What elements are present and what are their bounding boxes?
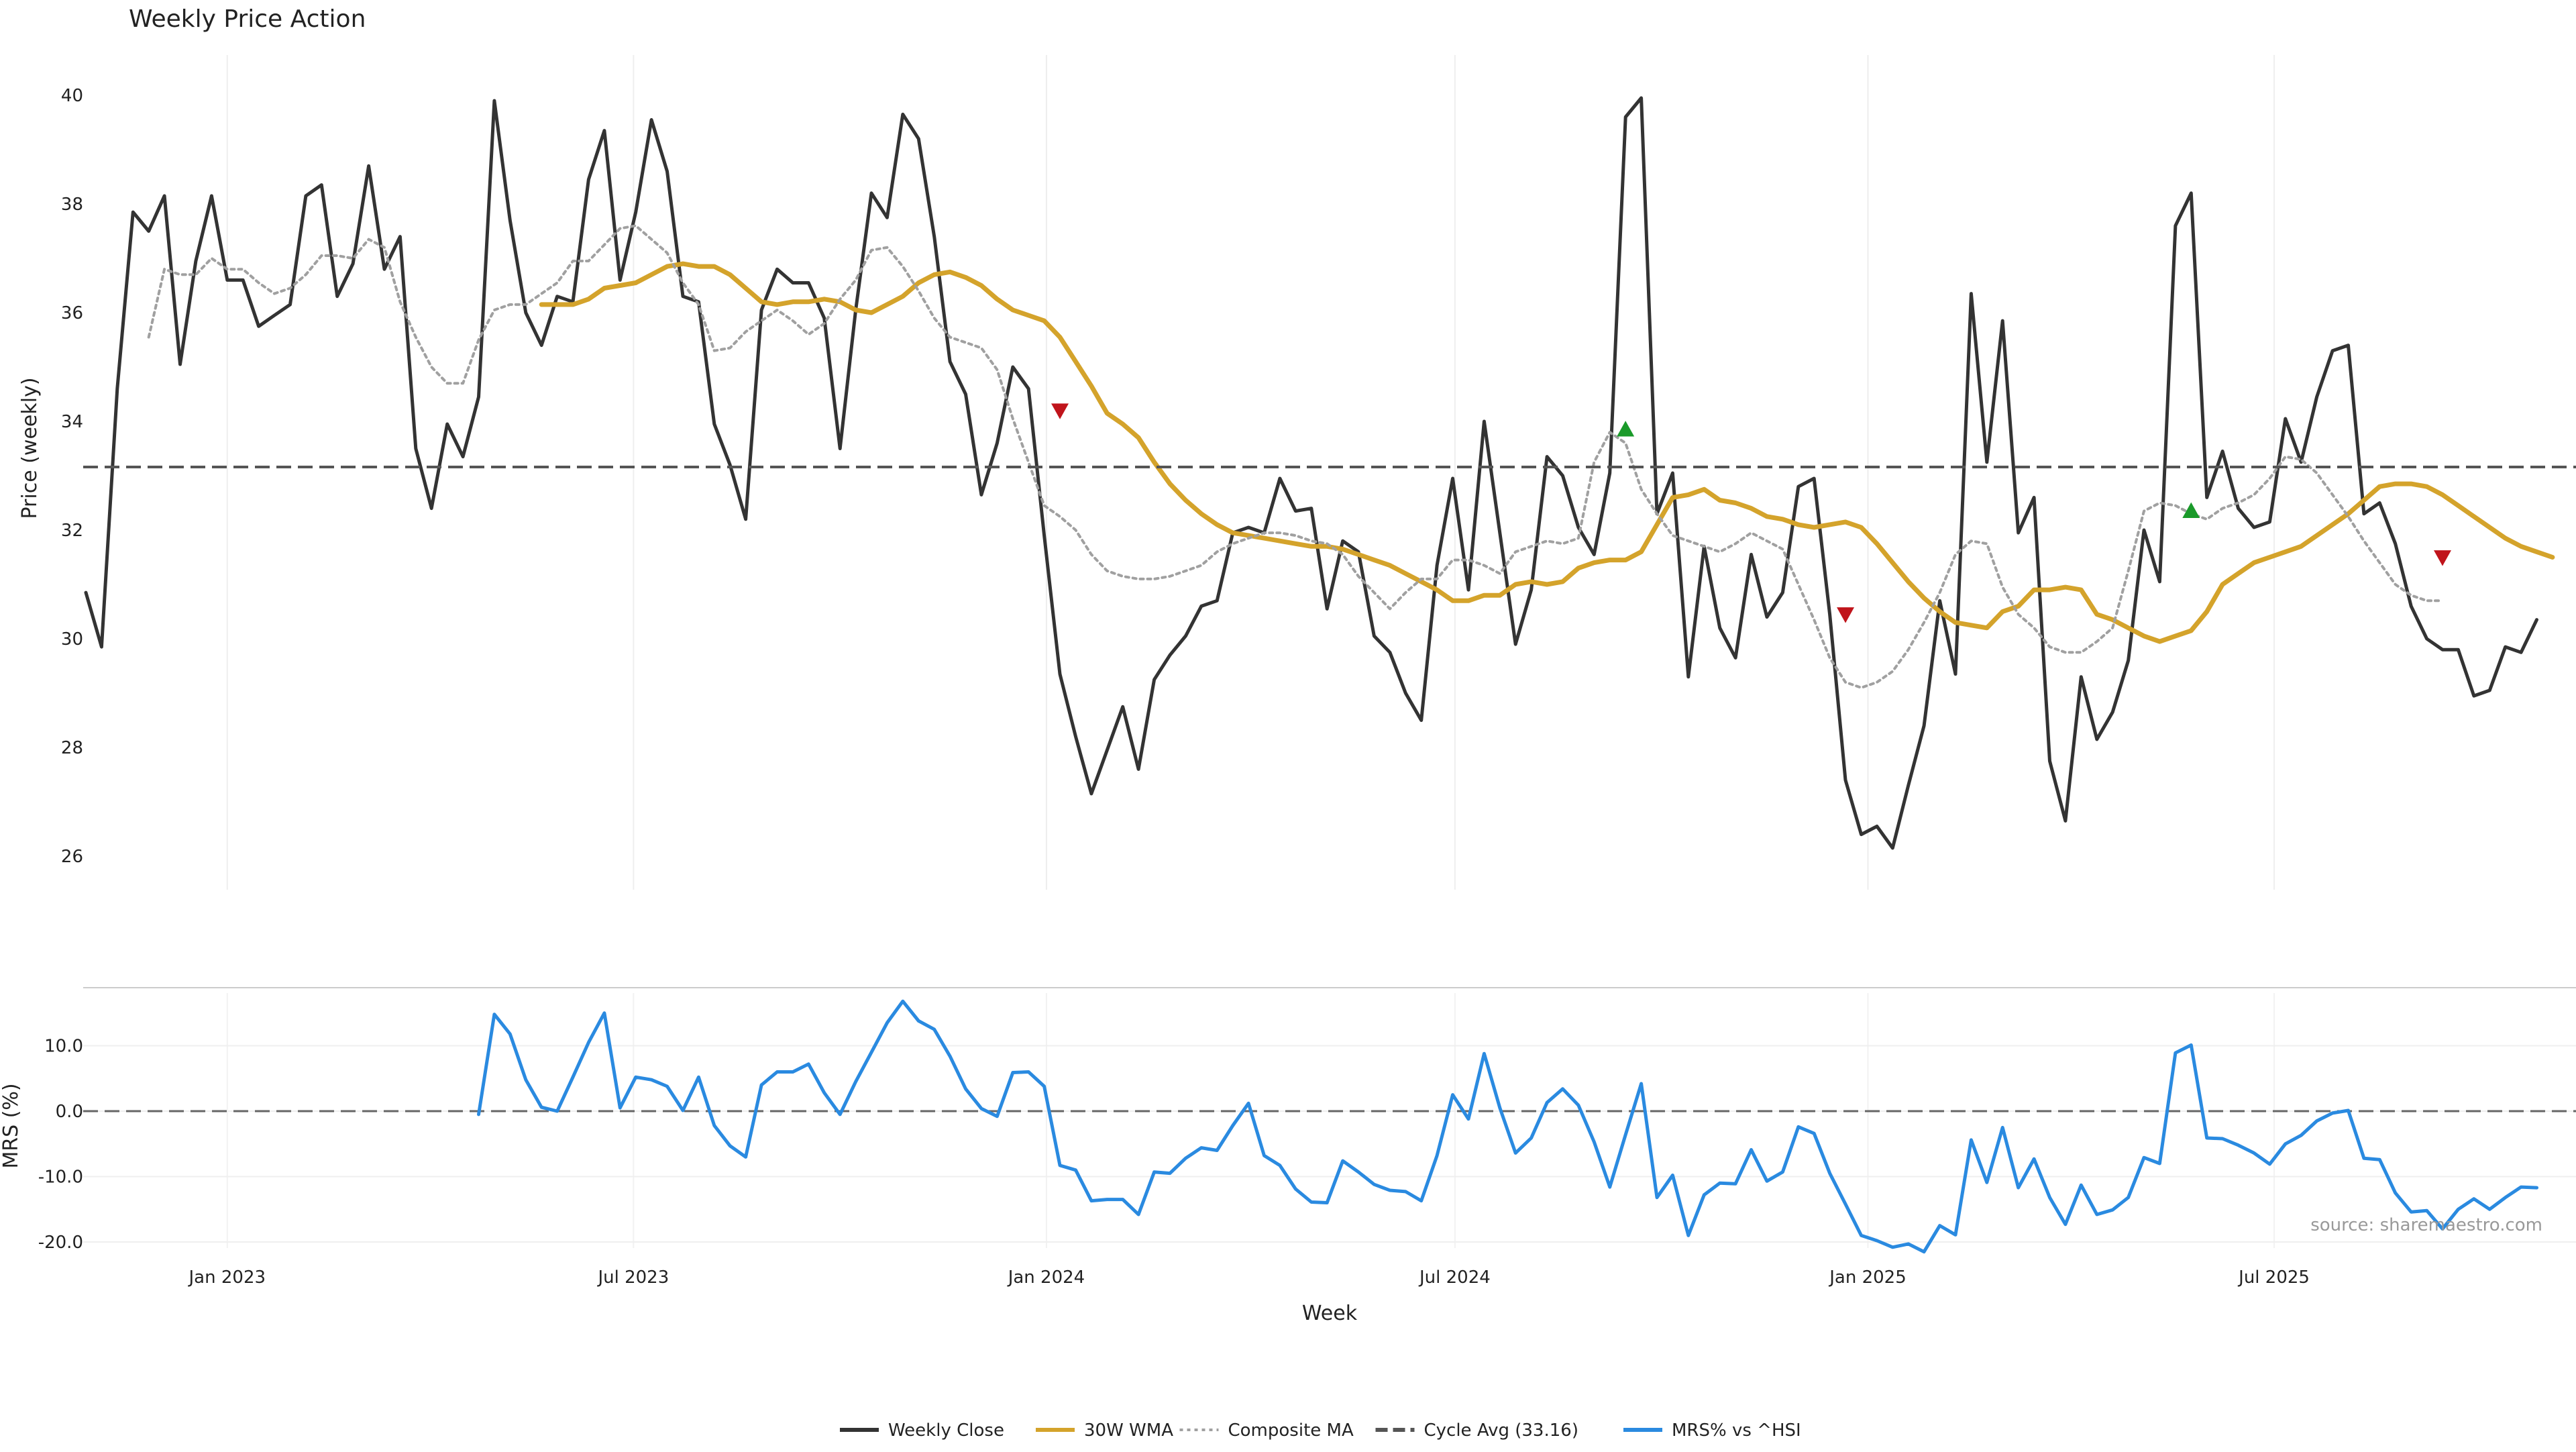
price-series-lines xyxy=(83,96,2576,850)
legend-label: Cycle Avg (33.16) xyxy=(1424,1420,1578,1441)
sell-signal-marker xyxy=(1051,403,1069,419)
x-tick-label: Jul 2024 xyxy=(1418,1267,1491,1288)
price-y-ticks: 26 28 30 32 34 36 38 40 xyxy=(61,86,83,867)
mrs-y-tick-label: -10.0 xyxy=(38,1168,83,1188)
price-y-tick-label: 36 xyxy=(61,303,83,323)
sell-signal-marker xyxy=(1837,607,1855,623)
signal-markers xyxy=(1051,403,2451,623)
legend-label: MRS% vs ^HSI xyxy=(1672,1420,1801,1441)
chart-title: Weekly Price Action xyxy=(129,5,366,33)
mrs-y-tick-label: 10.0 xyxy=(44,1037,83,1057)
sell-signal-marker xyxy=(2434,550,2451,566)
price-vertical-grid xyxy=(226,55,2275,1248)
price-y-tick-label: 32 xyxy=(61,521,83,541)
mrs-grid xyxy=(83,1045,2576,1243)
x-tick-label: Jan 2024 xyxy=(1007,1267,1085,1288)
source-note: source: sharemaestro.com xyxy=(2310,1215,2542,1235)
price-y-axis-label: Price (weekly) xyxy=(18,377,42,519)
series-composite-ma-line xyxy=(147,224,2444,689)
mrs-y-ticks: 10.0 0.0 -10.0 -20.0 xyxy=(38,1037,83,1253)
x-tick-label: Jan 2023 xyxy=(188,1267,266,1288)
buy-signal-marker xyxy=(2182,502,2200,519)
mrs-y-tick-label: -20.0 xyxy=(38,1233,83,1253)
price-y-tick-label: 38 xyxy=(61,195,83,215)
mrs-y-axis-label: MRS (%) xyxy=(0,1083,23,1168)
series-mrs-line xyxy=(477,999,2538,1254)
legend-label: Weekly Close xyxy=(888,1420,1004,1441)
legend-label: 30W WMA xyxy=(1084,1420,1173,1441)
price-y-tick-label: 28 xyxy=(61,738,83,758)
price-y-tick-label: 34 xyxy=(61,412,83,432)
legend-label: Composite MA xyxy=(1228,1420,1354,1441)
series-30w-wma-line xyxy=(539,261,2555,644)
mrs-y-tick-label: 0.0 xyxy=(56,1102,83,1122)
x-tick-label: Jan 2025 xyxy=(1828,1267,1907,1288)
x-axis-label: Week xyxy=(1302,1302,1358,1325)
x-tick-label: Jul 2023 xyxy=(596,1267,669,1288)
price-y-tick-label: 26 xyxy=(61,847,83,867)
series-weekly-close-line xyxy=(84,96,2538,850)
legend: Weekly Close 30W WMA Composite MA Cycle Avg… xyxy=(840,1420,1801,1441)
x-tick-label: Jul 2025 xyxy=(2237,1267,2310,1288)
buy-signal-marker xyxy=(1617,421,1635,437)
x-axis-ticks: Jan 2023 Jul 2023 Jan 2024 Jul 2024 Jan 2025… xyxy=(188,1267,2310,1288)
mrs-series-lines xyxy=(477,999,2538,1254)
price-y-tick-label: 30 xyxy=(61,629,83,650)
price-y-tick-label: 40 xyxy=(61,86,83,106)
